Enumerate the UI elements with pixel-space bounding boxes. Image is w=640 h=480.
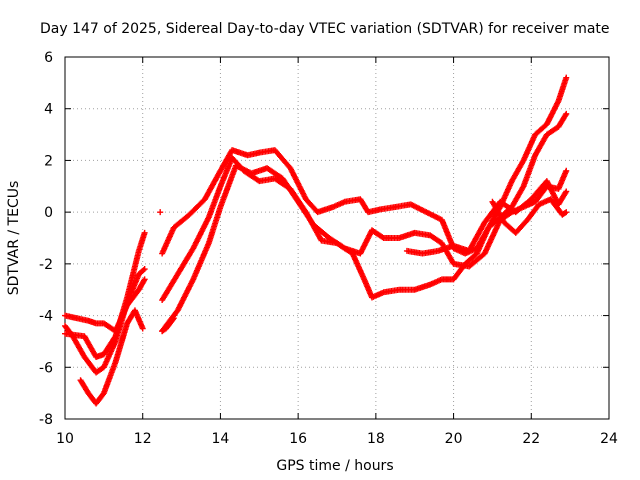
interpolated-point: [525, 198, 532, 205]
interpolated-point: [123, 301, 130, 308]
interpolated-point: [68, 330, 75, 337]
x-tick-label: 22: [522, 431, 540, 447]
interpolated-point: [561, 113, 568, 120]
interpolated-point: [308, 219, 315, 226]
interpolated-point: [111, 360, 118, 367]
interpolated-point: [436, 238, 443, 245]
series-track-4: [77, 307, 146, 407]
interpolated-point: [379, 234, 386, 241]
interpolated-point: [99, 320, 106, 327]
interpolated-point: [169, 317, 176, 324]
x-tick-label: 12: [134, 431, 152, 447]
plot-frame: [64, 56, 610, 420]
interpolated-point: [562, 189, 569, 196]
interpolated-point: [464, 263, 471, 270]
interpolated-point: [83, 317, 90, 324]
data-markers: [62, 74, 570, 407]
interpolated-point: [312, 206, 319, 213]
y-tick-label: -8: [39, 412, 53, 428]
x-axis-label: GPS time / hours: [276, 458, 393, 474]
interpolated-point: [479, 252, 486, 259]
interpolated-point: [83, 387, 90, 394]
x-tick-label: 20: [445, 431, 463, 447]
interpolated-point: [140, 278, 147, 285]
x-tick-label: 14: [212, 431, 230, 447]
y-tick-label: 6: [44, 50, 53, 66]
interpolated-point: [135, 249, 142, 256]
interpolated-point: [340, 199, 347, 206]
y-tick-label: -2: [39, 257, 53, 273]
ticks: [64, 56, 610, 420]
y-tick-label: 4: [44, 102, 53, 118]
y-axis-label: SDTVAR / TECUs: [6, 181, 22, 296]
chart-title: Day 147 of 2025, Sidereal Day-to-day VTE…: [40, 21, 610, 37]
x-tick-label: 24: [600, 431, 618, 447]
interpolated-point: [111, 339, 118, 346]
interpolated-point: [425, 232, 432, 239]
interpolated-point: [134, 289, 141, 296]
series-track-3: [62, 266, 148, 376]
interpolated-point: [562, 76, 569, 83]
interpolated-point: [379, 289, 386, 296]
y-tick-label: -6: [39, 360, 53, 376]
interpolated-point: [253, 176, 260, 183]
interpolated-point: [216, 205, 223, 212]
interpolated-point: [98, 366, 105, 373]
interpolated-point: [205, 241, 212, 248]
interpolated-point: [506, 210, 513, 217]
grid: [65, 57, 609, 419]
interpolated-point: [541, 123, 548, 130]
x-tick-label: 10: [56, 431, 74, 447]
interpolated-point: [561, 210, 568, 217]
series-track-10: [159, 315, 177, 335]
interpolated-point: [328, 204, 335, 211]
interpolated-point: [534, 203, 541, 210]
y-tick-label: 0: [44, 205, 53, 221]
y-tick-label: 2: [44, 153, 53, 169]
interpolated-point: [339, 243, 346, 250]
x-tick-label: 16: [289, 431, 307, 447]
series-track-9: [489, 196, 570, 236]
interpolated-point: [323, 233, 330, 240]
interpolated-point: [554, 99, 561, 106]
interpolated-point: [552, 125, 559, 132]
interpolated-point: [562, 169, 569, 176]
interpolated-point: [140, 277, 147, 284]
interpolated-point: [378, 233, 385, 240]
y-tick-label: -4: [39, 309, 53, 325]
interpolated-point: [561, 191, 568, 198]
interpolated-point: [216, 184, 223, 191]
interpolated-point: [140, 267, 147, 274]
interpolated-point: [562, 112, 569, 119]
interpolated-point: [277, 173, 284, 180]
interpolated-point: [141, 231, 148, 238]
isolated-point: [157, 209, 164, 216]
interpolated-point: [363, 206, 370, 213]
interpolated-point: [170, 316, 177, 323]
interpolated-point: [205, 215, 212, 222]
interpolated-point: [139, 268, 146, 275]
interpolated-point: [425, 282, 432, 289]
interpolated-point: [165, 322, 172, 329]
interpolated-point: [172, 309, 179, 316]
interpolated-point: [199, 198, 206, 205]
interpolated-point: [160, 327, 167, 334]
interpolated-point: [123, 321, 130, 328]
interpolated-point: [522, 219, 529, 226]
interpolated-point: [99, 392, 106, 399]
interpolated-point: [471, 252, 478, 259]
interpolated-point: [360, 274, 367, 281]
interpolated-point: [139, 324, 146, 331]
x-tick-label: 18: [367, 431, 385, 447]
series-track-8: [403, 178, 570, 257]
interpolated-point: [285, 162, 292, 169]
interpolated-point: [433, 248, 440, 255]
interpolated-point: [293, 196, 300, 203]
interpolated-point: [560, 210, 567, 217]
interpolated-point: [183, 213, 190, 220]
